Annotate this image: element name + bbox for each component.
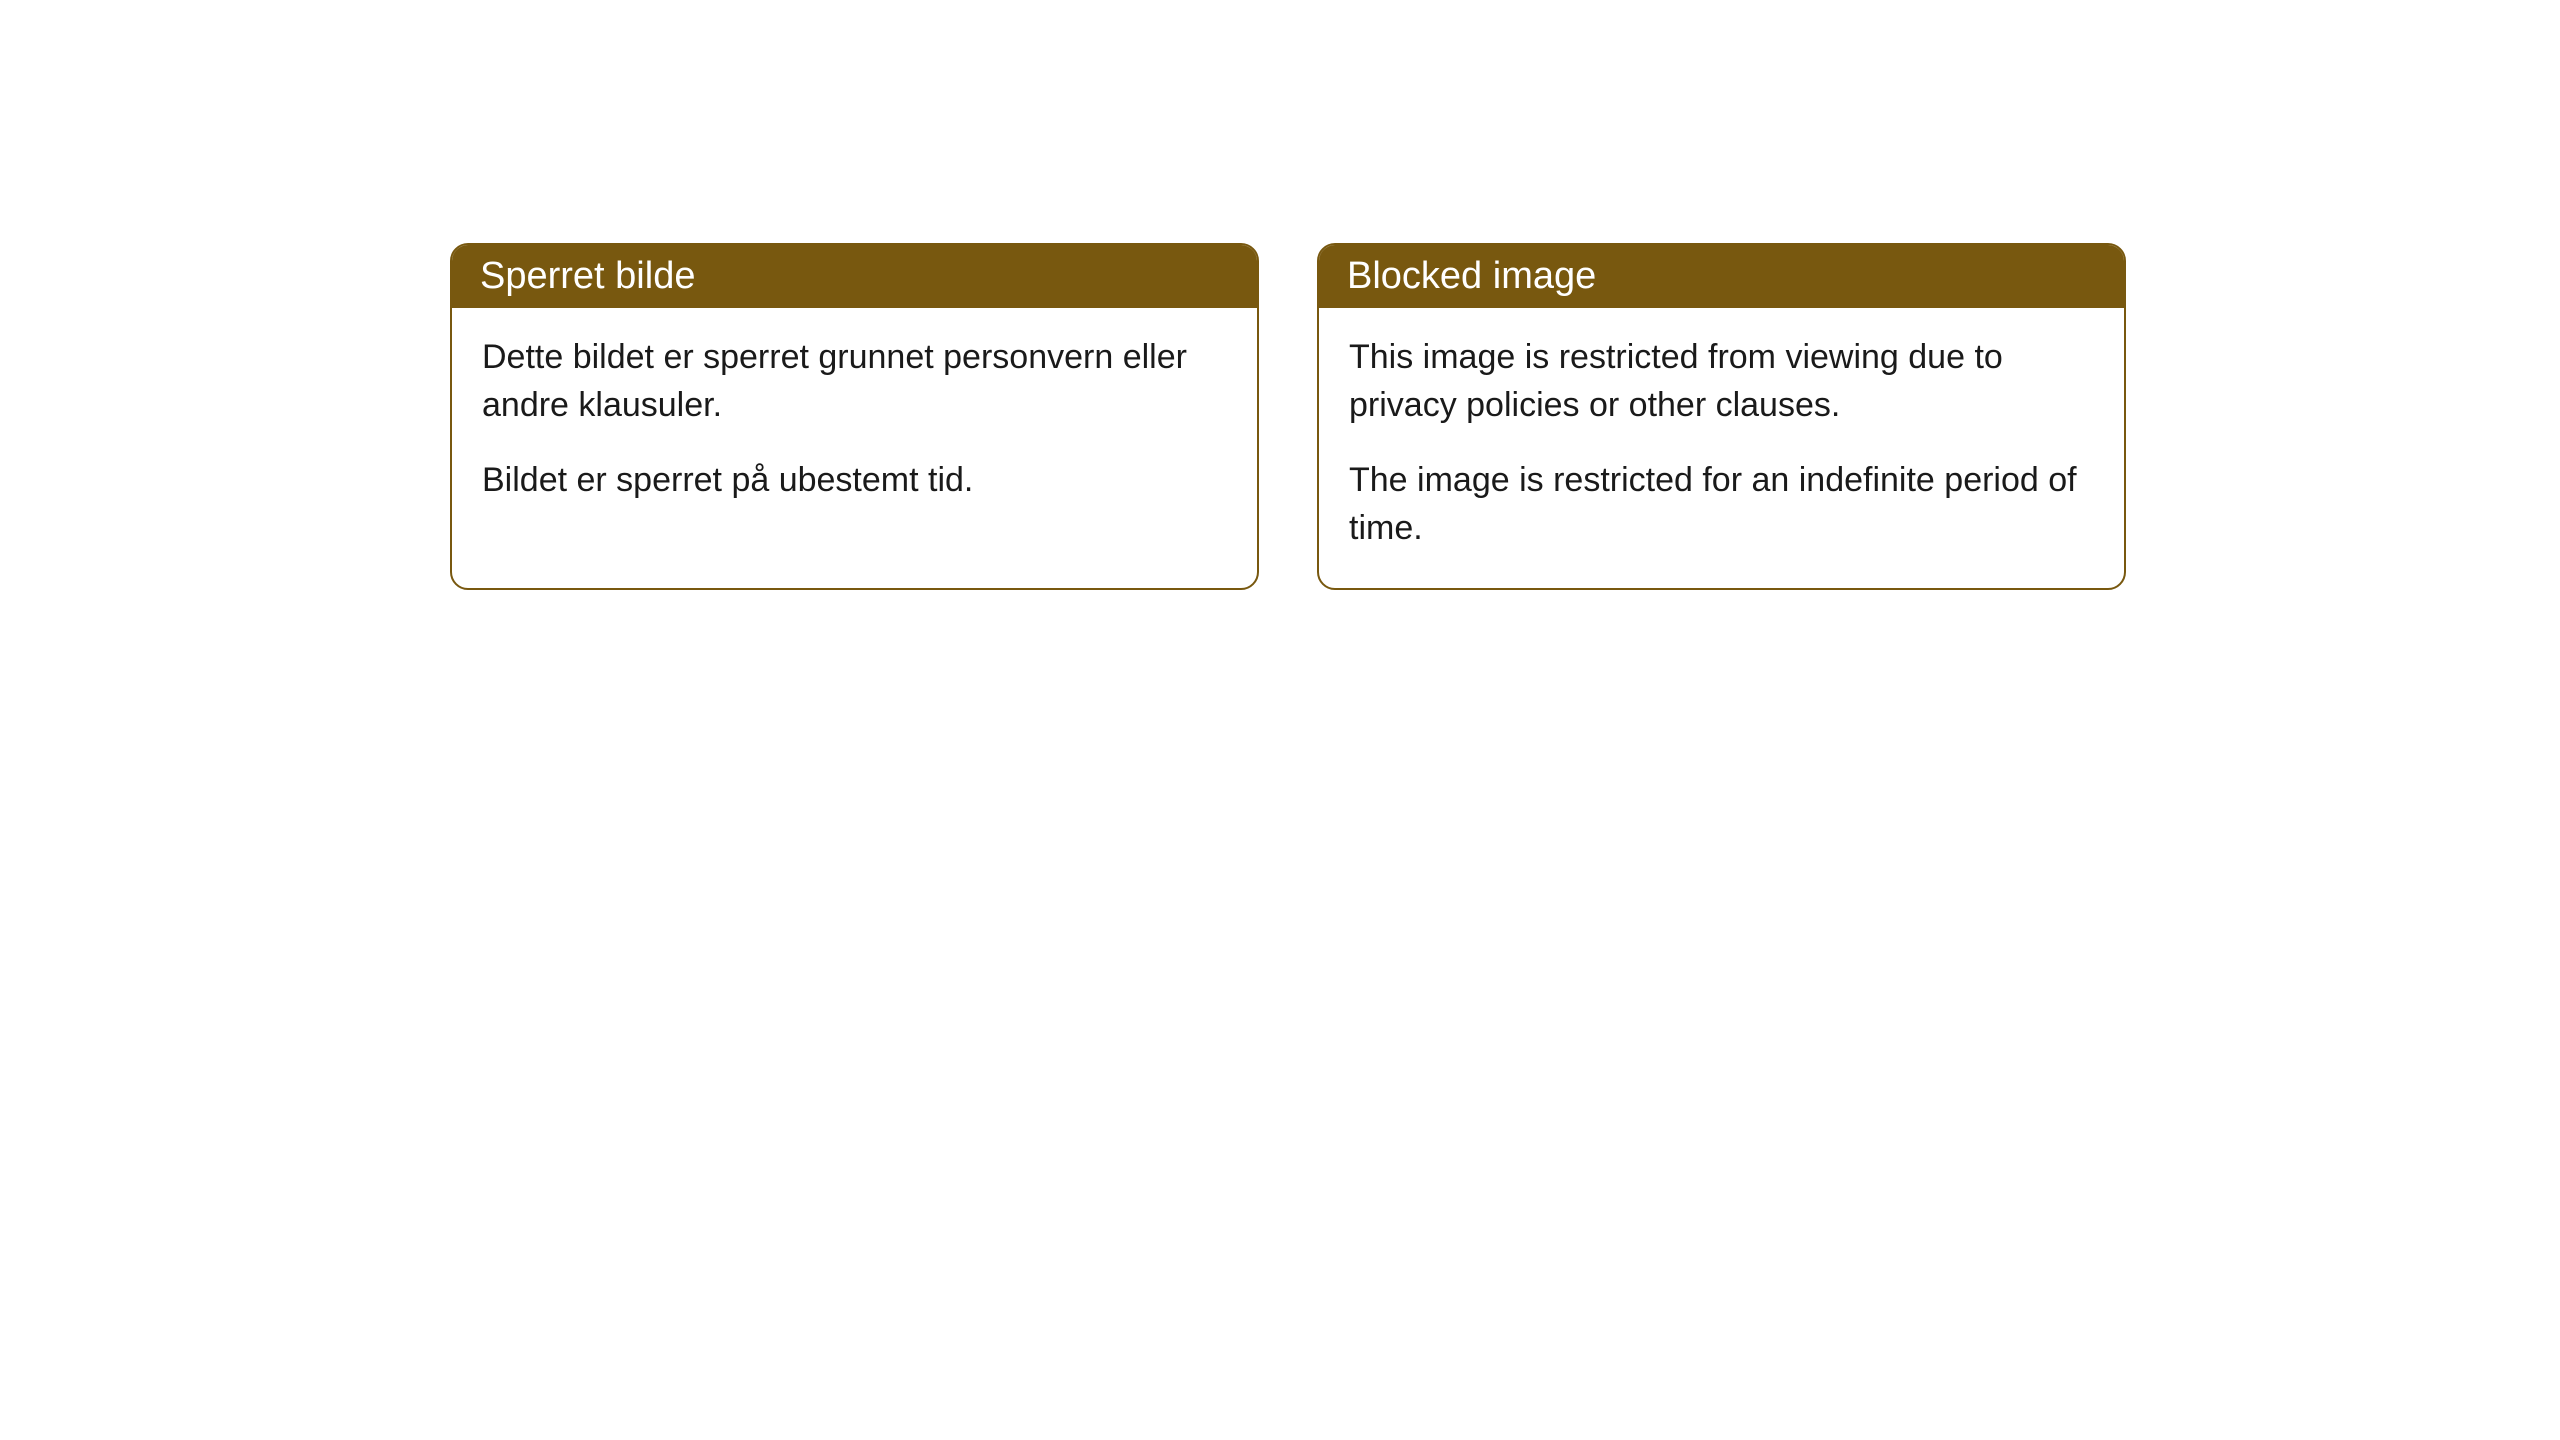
card-header-english: Blocked image [1319, 245, 2124, 308]
notice-paragraph-2-english: The image is restricted for an indefinit… [1349, 457, 2094, 552]
notice-cards-container: Sperret bilde Dette bildet er sperret gr… [450, 243, 2126, 590]
notice-paragraph-2-norwegian: Bildet er sperret på ubestemt tid. [482, 457, 1227, 505]
notice-paragraph-1-norwegian: Dette bildet er sperret grunnet personve… [482, 334, 1227, 429]
notice-card-norwegian: Sperret bilde Dette bildet er sperret gr… [450, 243, 1259, 590]
notice-paragraph-1-english: This image is restricted from viewing du… [1349, 334, 2094, 429]
card-body-norwegian: Dette bildet er sperret grunnet personve… [452, 308, 1257, 541]
notice-card-english: Blocked image This image is restricted f… [1317, 243, 2126, 590]
card-body-english: This image is restricted from viewing du… [1319, 308, 2124, 588]
card-header-norwegian: Sperret bilde [452, 245, 1257, 308]
